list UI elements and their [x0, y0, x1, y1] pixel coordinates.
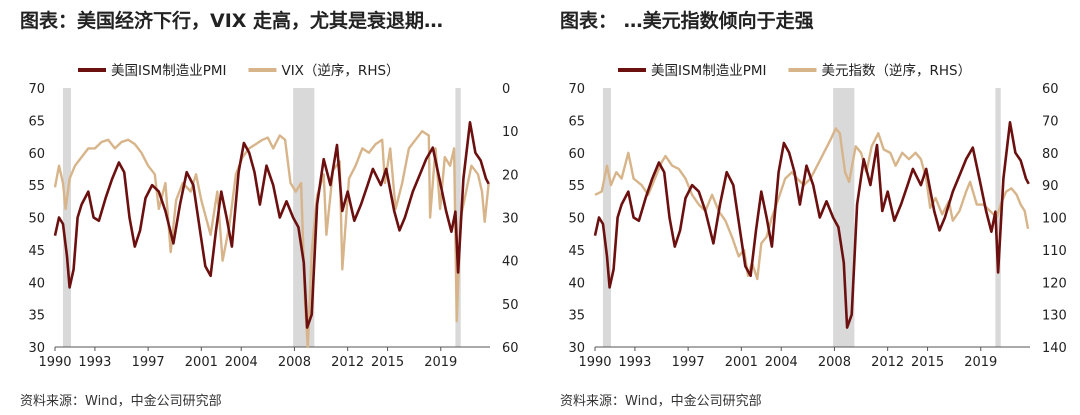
series-line-rhs [53, 130, 490, 349]
chart-title: 图表： …美元指数倾向于走强 [560, 10, 814, 32]
x-tick-label: 2019 [424, 355, 457, 370]
y-right-tick-label: 120 [1042, 276, 1067, 291]
x-tick-label: 2015 [371, 355, 404, 370]
x-tick-label: 2012 [331, 355, 364, 370]
y-left-tick-label: 65 [28, 114, 45, 129]
y-left-tick-label: 70 [28, 82, 45, 97]
chart-area: 1990 1993 1997 2001 2004 2008 2012 2015 2019 30 35… [28, 63, 519, 370]
y-left-tick-label: 50 [568, 212, 585, 227]
y-left-tick-label: 30 [568, 341, 585, 356]
y-left-tick-label: 45 [568, 244, 585, 259]
y-left-tick-label: 55 [568, 179, 585, 194]
x-tick-label: 2001 [185, 355, 218, 370]
recession-band [455, 88, 461, 347]
source-note: 资料来源：Wind，中金公司研究部 [20, 394, 222, 409]
x-tick-label: 2004 [765, 355, 798, 370]
y-right-tick-label: 0 [502, 82, 510, 97]
recession-band [995, 88, 1001, 347]
series-line-pmi [53, 121, 490, 329]
x-tick-label: 1990 [578, 355, 611, 370]
y-left-tick-label: 45 [28, 244, 45, 259]
y-left-tick-label: 40 [568, 276, 585, 291]
x-tick-label: 2001 [725, 355, 758, 370]
recession-band [293, 88, 315, 347]
chart-area: 1990 1993 1997 2001 2004 2008 2012 2015 2019 30 35… [568, 63, 1067, 370]
recession-band [602, 88, 611, 347]
series-line-pmi [593, 121, 1030, 329]
x-tick-label: 1993 [78, 355, 111, 370]
y-right-tick-label: 90 [1042, 179, 1059, 194]
x-tick-label: 2008 [818, 355, 851, 370]
x-tick-label: 2004 [225, 355, 258, 370]
y-right-tick-label: 40 [502, 255, 519, 270]
recession-band [62, 88, 71, 347]
y-right-tick-label: 30 [502, 212, 519, 227]
source-note: 资料来源：Wind，中金公司研究部 [560, 394, 762, 409]
y-right-tick-label: 80 [1042, 147, 1059, 162]
y-left-tick-label: 35 [568, 309, 585, 324]
legend-label: 美国ISM制造业PMI [111, 63, 226, 79]
x-tick-label: 2015 [911, 355, 944, 370]
y-right-tick-label: 60 [1042, 82, 1059, 97]
y-left-tick-label: 30 [28, 341, 45, 356]
y-left-tick-label: 60 [568, 147, 585, 162]
x-tick-label: 2012 [871, 355, 904, 370]
series-line-rhs [594, 127, 1030, 281]
y-left-tick-label: 60 [28, 147, 45, 162]
y-left-tick-label: 70 [568, 82, 585, 97]
x-tick-label: 1997 [672, 355, 705, 370]
y-left-tick-label: 40 [28, 276, 45, 291]
x-tick-label: 1990 [38, 355, 71, 370]
recession-band [833, 88, 855, 347]
y-right-tick-label: 130 [1042, 309, 1067, 324]
x-tick-label: 2019 [964, 355, 997, 370]
y-right-tick-label: 100 [1042, 212, 1067, 227]
legend-label: 美元指数（逆序，RHS） [821, 63, 971, 79]
x-tick-label: 1997 [132, 355, 165, 370]
panel-right: 图表： …美元指数倾向于走强 1990 1993 1997 2001 2004 2008 2… [540, 0, 1080, 415]
y-right-tick-label: 50 [502, 298, 519, 313]
y-left-tick-label: 35 [28, 309, 45, 324]
legend-label: 美国ISM制造业PMI [651, 63, 766, 79]
y-right-tick-label: 20 [502, 168, 519, 183]
y-left-tick-label: 50 [28, 212, 45, 227]
y-left-tick-label: 65 [568, 114, 585, 129]
chart-title: 图表：美国经济下行，VIX 走高，尤其是衰退期… [20, 10, 444, 32]
y-right-tick-label: 60 [502, 341, 519, 356]
y-right-tick-label: 10 [502, 125, 519, 140]
y-right-tick-label: 110 [1042, 244, 1067, 259]
panel-left: 图表：美国经济下行，VIX 走高，尤其是衰退期… 1990 1993 1997 200… [20, 10, 519, 409]
y-right-tick-label: 70 [1042, 114, 1059, 129]
x-tick-label: 2008 [278, 355, 311, 370]
x-tick-label: 1993 [618, 355, 651, 370]
legend-label: VIX（逆序，RHS） [281, 63, 399, 79]
y-right-tick-label: 140 [1042, 341, 1067, 356]
y-left-tick-label: 55 [28, 179, 45, 194]
